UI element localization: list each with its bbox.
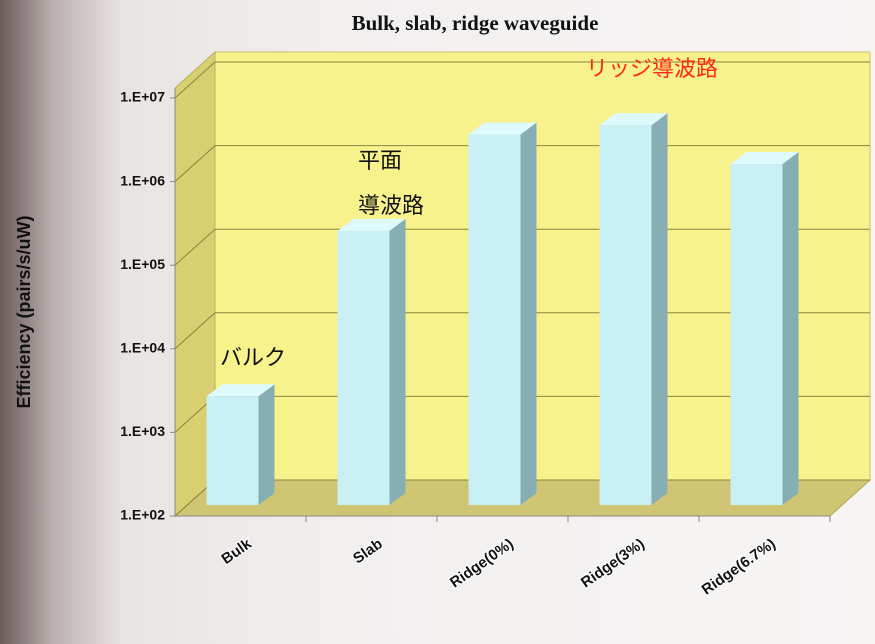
annotation: 平面 bbox=[358, 149, 402, 174]
grid-line bbox=[174, 61, 870, 99]
bar bbox=[599, 113, 668, 506]
annotation: リッジ導波路 bbox=[586, 57, 718, 82]
y-tick-label: 1.E+02 bbox=[120, 507, 165, 523]
y-tick-label: 1.E+04 bbox=[120, 340, 165, 356]
bar-side bbox=[520, 122, 537, 505]
bar-front bbox=[730, 163, 783, 505]
bar-side bbox=[389, 218, 406, 506]
bar-side bbox=[782, 151, 799, 505]
bar-side bbox=[651, 113, 668, 506]
x-tick-label: Bulk bbox=[218, 535, 255, 568]
bar bbox=[337, 218, 406, 506]
bar-top bbox=[337, 218, 406, 231]
x-tick-label: Slab bbox=[350, 535, 386, 567]
bar-front bbox=[599, 125, 652, 506]
y-tick-label: 1.E+07 bbox=[120, 89, 165, 105]
bar-front bbox=[206, 396, 259, 505]
x-tick-label: Ridge(0%) bbox=[447, 535, 517, 591]
annotation: 導波路 bbox=[358, 194, 424, 219]
chart-title: Bulk, slab, ridge waveguide bbox=[352, 11, 599, 35]
bar-top bbox=[206, 384, 275, 397]
bar-side bbox=[258, 384, 275, 505]
bar-top bbox=[730, 151, 799, 164]
bar bbox=[206, 384, 275, 505]
bar bbox=[730, 151, 799, 505]
x-tick-label: Ridge(3%) bbox=[578, 535, 648, 591]
annotation: バルク bbox=[220, 346, 286, 371]
y-tick-label: 1.E+03 bbox=[120, 423, 165, 439]
bar-top bbox=[599, 113, 668, 126]
y-axis-label: Efficiency (pairs/s/uW) bbox=[14, 215, 34, 408]
y-tick-label: 1.E+05 bbox=[120, 256, 165, 272]
bar bbox=[468, 122, 537, 505]
y-tick-label: 1.E+06 bbox=[120, 172, 165, 188]
x-tick-label: Ridge(6.7%) bbox=[699, 535, 779, 598]
bar-top bbox=[468, 122, 537, 135]
bar-front bbox=[337, 230, 390, 506]
bar-front bbox=[468, 134, 521, 505]
